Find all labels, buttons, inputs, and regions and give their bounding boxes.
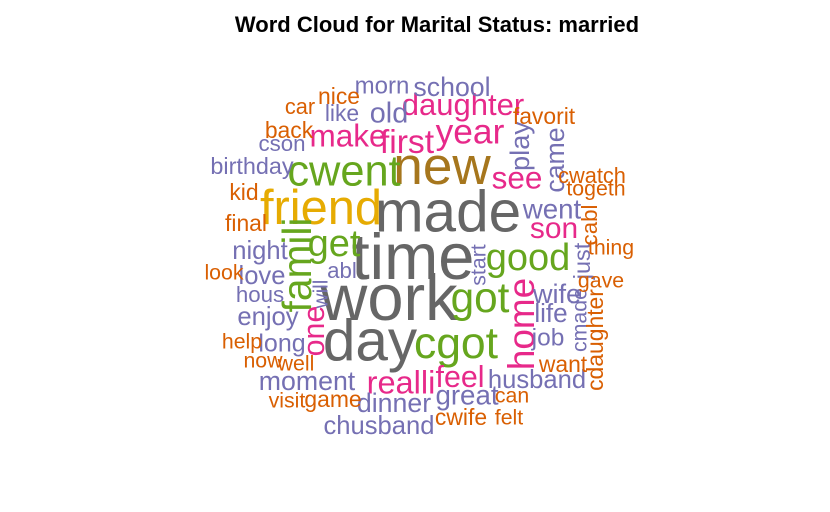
word-old: old [370, 98, 408, 130]
word-felt: felt [495, 406, 523, 430]
word-new: new [393, 137, 491, 196]
word-get: get [308, 223, 361, 265]
word-like: like [325, 100, 359, 126]
word-husband: husband [488, 366, 586, 394]
word-came: came [540, 127, 570, 192]
word-nice: nice [318, 83, 360, 109]
word-visit: visit [269, 389, 306, 413]
word-work: work [319, 261, 458, 334]
word-got: got [451, 274, 510, 321]
word-good: good [486, 237, 571, 279]
word-long: long [258, 330, 305, 358]
word-start: start [467, 244, 491, 286]
word-play: play [504, 121, 535, 171]
word-birthday: birthday [210, 153, 294, 179]
word-time: time [352, 220, 475, 293]
word-cmade: cmade [568, 288, 592, 352]
word-first: first [380, 123, 435, 161]
word-cdaughter: cdaughter [582, 289, 608, 391]
word-can: can [495, 384, 529, 408]
word-realli: realli [367, 364, 436, 401]
word-now: now [243, 349, 283, 373]
word-cabl: cabl [577, 205, 602, 246]
word-kid: kid [229, 179, 258, 205]
word-togeth: togeth [566, 177, 625, 201]
word-cson: cson [258, 131, 305, 156]
word-friend: friend [260, 181, 382, 235]
word-great: great [435, 379, 498, 410]
word-dinner: dinner [357, 388, 431, 418]
word-car: car [285, 94, 315, 119]
word-love: love [239, 262, 286, 290]
word-will: will [309, 280, 332, 310]
word-home: home [501, 278, 542, 370]
word-make: make [309, 117, 386, 153]
word-abl: abl [327, 258, 357, 283]
word-gave: gave [578, 269, 624, 293]
word-cgot: cgot [414, 319, 499, 368]
word-school: school [413, 72, 490, 102]
word-want: want [538, 351, 588, 377]
word-favorit: favorit [513, 103, 576, 129]
word-cwent: cwent [287, 147, 400, 195]
word-hous: hous [236, 282, 284, 307]
word-job: job [531, 324, 565, 351]
word-night: night [232, 237, 288, 265]
word-look: look [204, 261, 243, 285]
word-feel: feel [436, 360, 485, 394]
word-well: well [277, 352, 315, 376]
word-cwatch: cwatch [558, 163, 626, 188]
word-cwife: cwife [435, 404, 487, 430]
word-day: day [323, 308, 418, 373]
word-famili: famili [274, 218, 320, 313]
word-went: went [522, 193, 582, 224]
word-son: son [530, 212, 578, 245]
word-back: back [265, 117, 314, 143]
word-made: made [375, 179, 521, 244]
word-one: one [297, 306, 331, 357]
word-enjoy: enjoy [237, 303, 298, 331]
word-thing: thing [588, 236, 634, 260]
word-year: year [436, 112, 505, 151]
word-chusband: chusband [324, 412, 435, 440]
word-just: just [569, 242, 595, 280]
word-game: game [304, 386, 361, 412]
word-morn: morn [355, 72, 410, 99]
word-wife: wife [532, 278, 581, 309]
word-daughter: daughter [402, 87, 524, 122]
word-help: help [222, 330, 262, 354]
word-moment: moment [259, 366, 356, 396]
word-see: see [492, 159, 543, 195]
word-life: life [534, 298, 567, 328]
word-final: final [225, 210, 267, 236]
chart-title: Word Cloud for Marital Status: married [234, 12, 640, 37]
